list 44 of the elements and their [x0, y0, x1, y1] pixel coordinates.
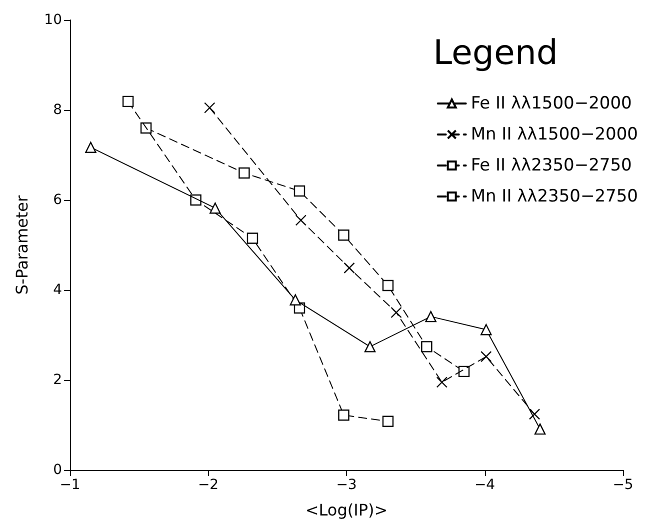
- point: [344, 262, 355, 274]
- point: [425, 310, 436, 322]
- point: [480, 351, 492, 362]
- point: [294, 185, 306, 197]
- y-axis-title: S-Parameter: [12, 194, 32, 295]
- y-tick-label: 4: [53, 282, 62, 298]
- point: [140, 122, 152, 134]
- point: [85, 142, 96, 153]
- point: [421, 341, 432, 352]
- point: [238, 167, 250, 179]
- x-tick-label: −3: [336, 477, 357, 493]
- point: [338, 410, 350, 421]
- point: [364, 341, 376, 352]
- point: [190, 194, 202, 206]
- x-tick-label: −5: [612, 477, 634, 493]
- point: [122, 96, 134, 108]
- legend-label: Mn II λλ2350−2750: [470, 186, 638, 206]
- point: [382, 416, 394, 427]
- legend-label: Fe II λλ1500−2000: [470, 94, 632, 114]
- point: [382, 280, 394, 292]
- point: [458, 366, 470, 378]
- y-tick-label: 10: [44, 12, 62, 28]
- x-tick-label: −4: [474, 477, 496, 493]
- point: [204, 102, 216, 114]
- y-tick-label: 8: [53, 102, 62, 118]
- x-tick-label: −1: [60, 477, 80, 493]
- point: [436, 376, 448, 388]
- point: [210, 202, 221, 214]
- y-tick-label: 2: [53, 372, 62, 388]
- point: [295, 214, 306, 226]
- legend-label: Mn II λλ1500−2000: [470, 124, 638, 144]
- point: [390, 306, 402, 318]
- point: [534, 423, 546, 435]
- x-axis-title: <Log(IP)>: [305, 500, 388, 520]
- point: [480, 324, 492, 336]
- legend-label: Fe II λλ2350−2750: [470, 156, 632, 176]
- x-tick-label: −2: [198, 477, 219, 493]
- y-tick-label: 0: [53, 462, 62, 478]
- point: [338, 230, 350, 241]
- point: [290, 294, 301, 306]
- point: [246, 232, 258, 244]
- legend-title: Legend: [433, 33, 558, 73]
- point: [528, 408, 540, 420]
- y-tick-label: 6: [53, 192, 62, 208]
